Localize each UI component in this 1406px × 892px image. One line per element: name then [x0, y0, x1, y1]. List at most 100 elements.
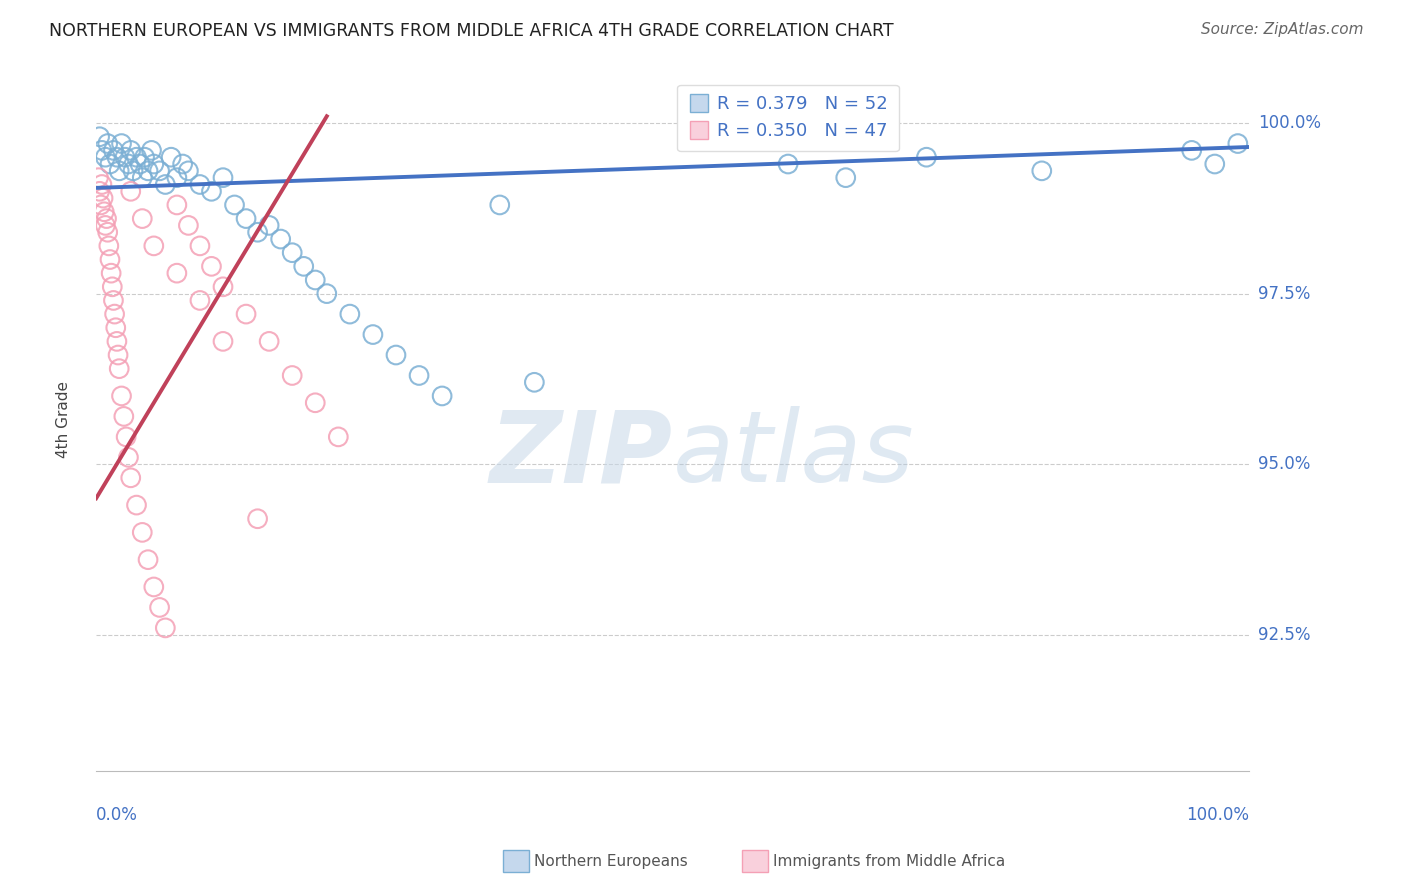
Point — [270, 232, 292, 246]
Point — [104, 307, 127, 321]
Point — [430, 389, 453, 403]
Point — [90, 144, 112, 158]
Point — [110, 136, 132, 151]
Point — [90, 198, 112, 212]
Point — [177, 164, 200, 178]
Point — [1226, 136, 1249, 151]
Point — [188, 178, 211, 192]
Point — [117, 157, 139, 171]
Point — [122, 164, 145, 178]
Text: 95.0%: 95.0% — [1258, 455, 1310, 473]
Text: 100.0%: 100.0% — [1187, 806, 1250, 824]
Point — [104, 320, 127, 334]
Point — [166, 266, 188, 280]
Point — [112, 409, 135, 424]
Text: Immigrants from Middle Africa: Immigrants from Middle Africa — [773, 855, 1005, 869]
Point — [142, 580, 165, 594]
Point — [292, 260, 315, 274]
Point — [94, 150, 117, 164]
Point — [1031, 164, 1053, 178]
Point — [148, 600, 170, 615]
Point — [281, 245, 304, 260]
Point — [235, 211, 257, 226]
Point — [94, 219, 117, 233]
Point — [385, 348, 408, 362]
Point — [89, 129, 111, 144]
Point — [108, 164, 131, 178]
Point — [115, 430, 138, 444]
Point — [188, 293, 211, 308]
Point — [246, 225, 269, 239]
Text: Source: ZipAtlas.com: Source: ZipAtlas.com — [1201, 22, 1364, 37]
Point — [257, 219, 280, 233]
Point — [408, 368, 430, 383]
Point — [835, 170, 858, 185]
Point — [117, 450, 139, 465]
Point — [120, 144, 142, 158]
Legend: R = 0.379   N = 52, R = 0.350   N = 47: R = 0.379 N = 52, R = 0.350 N = 47 — [678, 85, 898, 152]
Point — [108, 361, 131, 376]
Point — [120, 471, 142, 485]
Point — [328, 430, 350, 444]
Point — [131, 170, 153, 185]
Point — [134, 150, 156, 164]
Point — [212, 170, 235, 185]
Point — [166, 198, 188, 212]
Point — [915, 150, 938, 164]
Point — [120, 184, 142, 198]
Point — [155, 621, 177, 635]
Point — [129, 157, 152, 171]
Point — [105, 150, 128, 164]
Point — [110, 389, 132, 403]
Point — [315, 286, 337, 301]
Point — [212, 280, 235, 294]
Point — [101, 280, 124, 294]
Text: atlas: atlas — [672, 407, 914, 503]
Point — [91, 191, 114, 205]
Point — [114, 150, 136, 164]
Point — [131, 211, 153, 226]
Point — [136, 164, 159, 178]
Point — [148, 164, 170, 178]
Point — [200, 260, 222, 274]
Point — [155, 178, 177, 192]
Point — [93, 204, 115, 219]
Point — [1181, 144, 1204, 158]
Point — [1204, 157, 1226, 171]
Point — [235, 307, 257, 321]
Point — [246, 512, 269, 526]
Point — [142, 239, 165, 253]
Point — [103, 144, 125, 158]
Point — [160, 150, 183, 164]
Point — [97, 136, 120, 151]
Point — [136, 552, 159, 566]
Point — [361, 327, 384, 342]
Point — [103, 293, 125, 308]
Text: 97.5%: 97.5% — [1258, 285, 1310, 302]
Text: 92.5%: 92.5% — [1258, 625, 1310, 644]
Point — [304, 273, 326, 287]
Point — [523, 376, 546, 390]
Point — [200, 184, 222, 198]
Point — [89, 184, 111, 198]
Point — [105, 334, 128, 349]
Point — [304, 396, 326, 410]
Point — [488, 198, 510, 212]
Point — [90, 178, 112, 192]
Text: Northern Europeans: Northern Europeans — [534, 855, 688, 869]
Point — [212, 334, 235, 349]
Point — [87, 170, 110, 185]
Point — [166, 170, 188, 185]
Point — [281, 368, 304, 383]
Point — [142, 157, 165, 171]
Point — [172, 157, 194, 171]
Point — [107, 348, 129, 362]
Text: ZIP: ZIP — [489, 407, 672, 503]
Point — [97, 225, 120, 239]
Point — [125, 150, 148, 164]
Text: 4th Grade: 4th Grade — [56, 381, 70, 458]
Text: 100.0%: 100.0% — [1258, 114, 1320, 132]
Text: NORTHERN EUROPEAN VS IMMIGRANTS FROM MIDDLE AFRICA 4TH GRADE CORRELATION CHART: NORTHERN EUROPEAN VS IMMIGRANTS FROM MID… — [49, 22, 894, 40]
Point — [257, 334, 280, 349]
Point — [339, 307, 361, 321]
